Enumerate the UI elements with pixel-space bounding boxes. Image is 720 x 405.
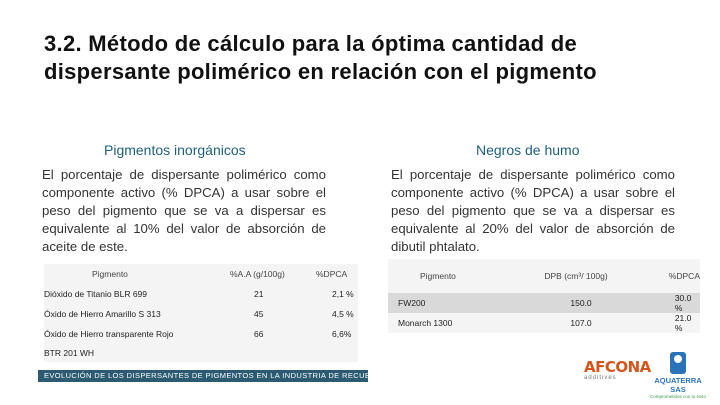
table-cell-pigment: FW200 — [398, 298, 426, 308]
table-cell-dbp: 150.0 — [570, 298, 592, 308]
afcona-logo-word: AFCONA — [584, 358, 651, 376]
table-cell-dpca — [316, 344, 358, 362]
table-header-pigment: Pigmento — [420, 271, 456, 281]
table-cell-pigment: BTR 201 WH — [44, 348, 95, 358]
table-cell-dpca: 4,5 % — [332, 309, 354, 319]
aquaterra-logo: AQUATERRA SAS Comprometidos con tu éxito — [646, 352, 710, 399]
inorganic-pigments-heading: Pigmentos inorgánicos — [104, 142, 246, 158]
footer-bar — [38, 370, 368, 382]
table-cell-pigment: Monarch 1300 — [398, 318, 453, 328]
table-cell-dbp: 107.0 — [570, 318, 592, 328]
page-title: 3.2. Método de cálculo para la óptima ca… — [44, 31, 597, 84]
afcona-logo: AFCONA additives — [584, 358, 651, 390]
table-header-dpca: %DPCA — [316, 269, 348, 279]
table-cell-oil-absorption: 45 — [254, 309, 264, 319]
carbon-black-table: Pigmento DPB (cm³/ 100g) %DPCA FW200 150… — [388, 259, 700, 333]
table-cell-dpca: 21.0 % — [674, 313, 692, 333]
table-cell-dpca: 6,6% — [332, 329, 352, 339]
table-header-dpca: %DPCA — [668, 271, 700, 281]
table-cell-pigment: Óxido de Hierro Amarillo S 313 — [44, 309, 161, 319]
table-cell-oil-absorption: 66 — [254, 329, 264, 339]
carbon-black-paragraph: El porcentaje de dispersante polimérico … — [391, 167, 675, 254]
aquaterra-logo-sub: Comprometidos con tu éxito — [649, 394, 707, 399]
afcona-logo-sub: additives — [584, 375, 617, 381]
footer-caption: EVOLUCIÓN DE LOS DISPERSANTES DE PIGMENT… — [44, 371, 416, 380]
table-header-dbp: DPB (cm³/ 100g) — [544, 271, 608, 281]
table-cell-pigment: Dióxido de Titanio BLR 699 — [44, 289, 148, 299]
inorganic-pigments-paragraph: El porcentaje de dispersante polimérico … — [42, 167, 326, 254]
carbon-black-heading: Negros de humo — [476, 142, 580, 158]
inorganic-pigments-table: Pigmento %A.A (g/100g) %DPCA Dióxido de … — [44, 264, 358, 362]
table-header-oil-absorption: %A.A (g/100g) — [230, 269, 285, 279]
table-header-pigment: Pigmento — [92, 269, 128, 279]
table-cell-dpca: 2,1 % — [332, 289, 354, 299]
table-cell-oil-absorption: 21 — [254, 289, 264, 299]
table-cell-dpca: 30.0 % — [674, 293, 692, 313]
aquaterra-mark-icon — [670, 352, 686, 374]
table-cell-pigment: Óxido de Hierro transparente Rojo — [44, 329, 174, 339]
aquaterra-logo-word: AQUATERRA SAS — [654, 376, 702, 394]
table-cell-oil-absorption — [230, 344, 316, 362]
